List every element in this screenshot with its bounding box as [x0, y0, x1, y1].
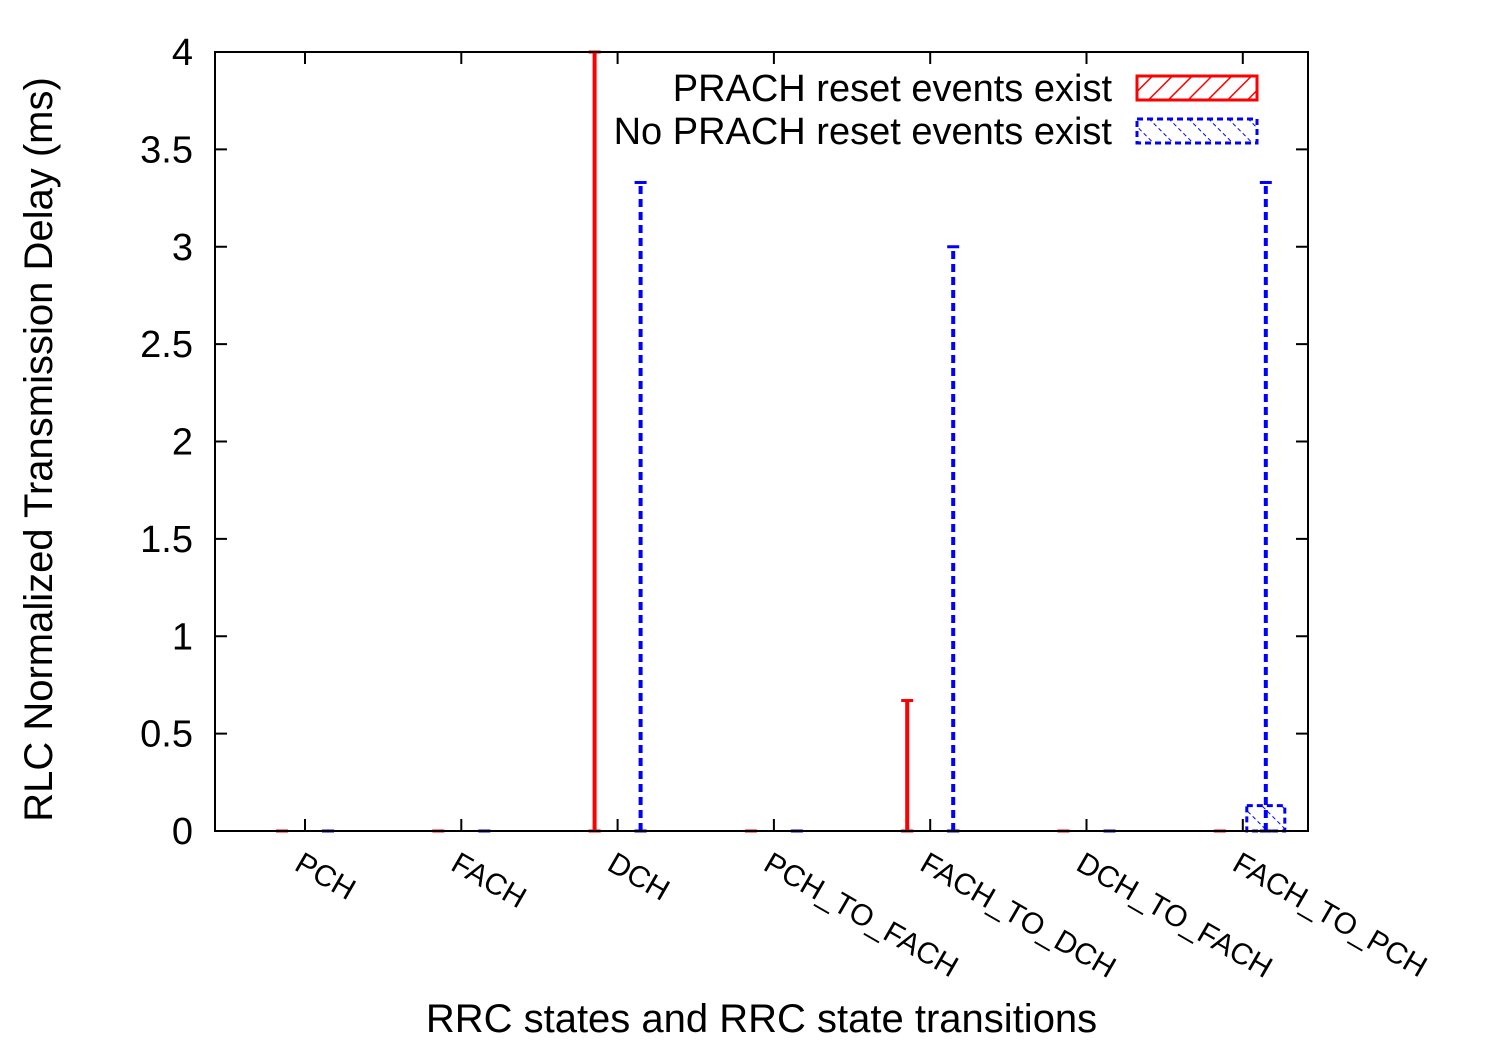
y-tick-label: 2 — [172, 422, 193, 464]
y-tick-label: 3.5 — [140, 129, 193, 171]
y-tick-label: 1 — [172, 616, 193, 658]
legend: PRACH reset events exist No PRACH reset … — [614, 68, 1259, 153]
legend-label-prach-reset: PRACH reset events exist — [673, 68, 1113, 110]
y-axis-label: RLC Normalized Transmission Delay (ms) — [17, 77, 61, 822]
y-tick-label: 2.5 — [140, 324, 193, 366]
legend-swatch-prach-reset — [1135, 74, 1259, 102]
legend-label-no-prach-reset: No PRACH reset events exist — [614, 111, 1113, 153]
x-tick-label: FACH — [446, 846, 532, 915]
y-tick-label: 3 — [172, 227, 193, 269]
legend-swatch-no-prach-reset — [1135, 117, 1259, 145]
x-axis-label: RRC states and RRC state transitions — [426, 997, 1097, 1041]
x-tick-label: DCH — [602, 846, 675, 907]
plot-frame — [214, 51, 1309, 832]
y-tick-layer: 0 0.5 1 1.5 2 2.5 3 3.5 4 — [140, 32, 1308, 853]
y-tick-label: 4 — [172, 32, 193, 74]
y-tick-label: 0.5 — [140, 714, 193, 756]
y-tick-label: 1.5 — [140, 519, 193, 561]
bars-layer — [276, 50, 1287, 833]
y-tick-label: 0 — [172, 811, 193, 853]
x-tick-layer: PCH FACH DCH PCH_TO_FACHFACH_TO_DCHDCH_TO_F… — [290, 52, 1432, 985]
x-tick-label: PCH — [290, 846, 361, 906]
